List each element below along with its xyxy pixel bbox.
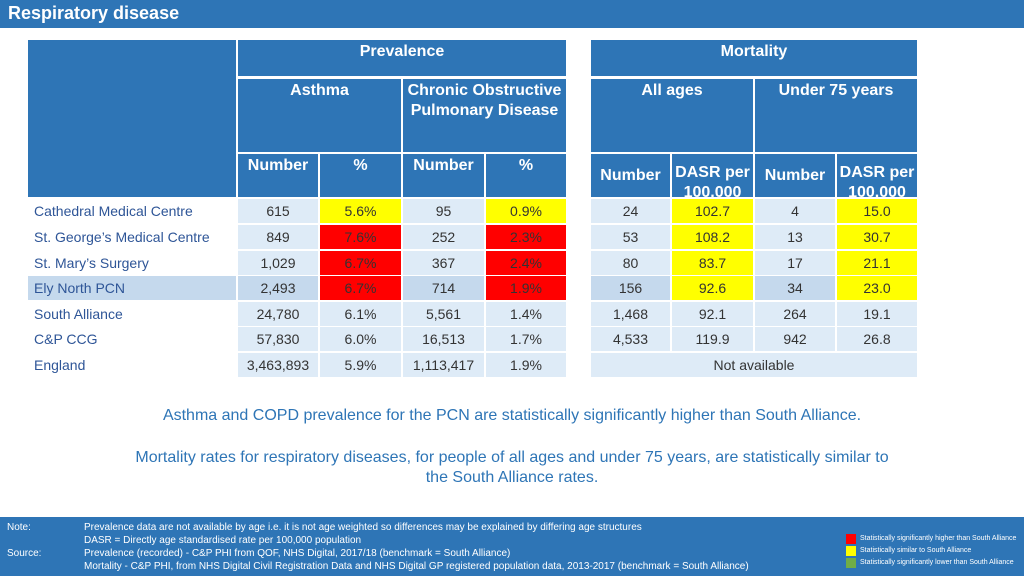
- copd-number: 252: [403, 225, 484, 249]
- copd-percent: 0.9%: [486, 199, 566, 223]
- header-all-ages-dasr: DASR per 100,000: [672, 154, 753, 201]
- asthma-number: 3,463,893: [238, 353, 318, 377]
- copd-percent: 1.9%: [486, 276, 566, 300]
- source-line2: Mortality - C&P PHI, from NHS Digital Ci…: [84, 561, 749, 572]
- all-ages-number: 24: [591, 199, 670, 223]
- legend-swatch-red: [846, 533, 856, 544]
- asthma-number: 615: [238, 199, 318, 223]
- header-copd: Chronic Obstructive Pulmonary Disease: [403, 79, 566, 152]
- all-ages-dasr: 108.2: [672, 225, 753, 249]
- all-ages-number: 1,468: [591, 302, 670, 326]
- legend-lower: Statistically significantly lower than S…: [846, 556, 1014, 569]
- asthma-percent: 6.7%: [320, 251, 401, 275]
- under-75-dasr: 19.1: [837, 302, 917, 326]
- asthma-percent: 5.6%: [320, 199, 401, 223]
- header-copd-number: Number: [403, 154, 484, 197]
- asthma-percent: 6.0%: [320, 327, 401, 351]
- copd-number: 5,561: [403, 302, 484, 326]
- copd-number: 714: [403, 276, 484, 300]
- header-prevalence: Prevalence: [238, 40, 566, 76]
- under-75-dasr: 26.8: [837, 327, 917, 351]
- legend-label: Statistically significantly lower than S…: [860, 559, 1014, 566]
- row-name: Cathedral Medical Centre: [34, 203, 193, 219]
- under-75-dasr: 15.0: [837, 199, 917, 223]
- header-under-75-number: Number: [755, 154, 835, 197]
- all-ages-number: 53: [591, 225, 670, 249]
- asthma-number: 24,780: [238, 302, 318, 326]
- copd-percent: 2.4%: [486, 251, 566, 275]
- row-name: England: [34, 357, 86, 373]
- row-name: St. Mary’s Surgery: [34, 255, 149, 271]
- header-under-75-dasr: DASR per 100,000: [837, 154, 917, 201]
- header-asthma-percent: %: [320, 154, 401, 197]
- header-blank: [28, 40, 236, 197]
- all-ages-dasr: 83.7: [672, 251, 753, 275]
- under-75-number: 34: [755, 276, 835, 300]
- asthma-percent: 7.6%: [320, 225, 401, 249]
- legend-similar: Statistically similar to South Alliance: [846, 544, 971, 557]
- under-75-number: 13: [755, 225, 835, 249]
- page-title: Respiratory disease: [0, 0, 1024, 28]
- asthma-number: 1,029: [238, 251, 318, 275]
- under-75-number: 4: [755, 199, 835, 223]
- row-name: St. George’s Medical Centre: [34, 229, 210, 245]
- copd-percent: 2.3%: [486, 225, 566, 249]
- legend-swatch-green: [846, 557, 856, 568]
- under-75-dasr: 21.1: [837, 251, 917, 275]
- source-line1: Prevalence (recorded) - C&P PHI from QOF…: [84, 548, 511, 559]
- message-prevalence: Asthma and COPD prevalence for the PCN a…: [162, 407, 862, 424]
- asthma-number: 2,493: [238, 276, 318, 300]
- source-label: Source:: [7, 548, 42, 559]
- legend-swatch-yellow: [846, 545, 856, 556]
- under-75-dasr: 23.0: [837, 276, 917, 300]
- under-75-number: 17: [755, 251, 835, 275]
- asthma-number: 57,830: [238, 327, 318, 351]
- copd-percent: 1.7%: [486, 327, 566, 351]
- all-ages-dasr: 102.7: [672, 199, 753, 223]
- not-available-cell: Not available: [591, 353, 917, 377]
- copd-percent: 1.4%: [486, 302, 566, 326]
- header-all-ages-number: Number: [591, 154, 670, 197]
- note-line2: DASR = Directly age standardised rate pe…: [84, 535, 362, 546]
- under-75-dasr: 30.7: [837, 225, 917, 249]
- header-asthma: Asthma: [238, 79, 401, 152]
- row-name: C&P CCG: [34, 331, 98, 347]
- copd-number: 95: [403, 199, 484, 223]
- copd-percent: 1.9%: [486, 353, 566, 377]
- legend-label: Statistically similar to South Alliance: [860, 547, 972, 554]
- all-ages-dasr: 119.9: [672, 327, 753, 351]
- legend-higher: Statistically significantly higher than …: [846, 532, 1016, 545]
- all-ages-number: 4,533: [591, 327, 670, 351]
- under-75-number: 264: [755, 302, 835, 326]
- copd-number: 1,113,417: [403, 353, 484, 377]
- footer: Note: Prevalence data are not available …: [0, 517, 1024, 576]
- all-ages-number: 156: [591, 276, 670, 300]
- header-asthma-number: Number: [238, 154, 318, 197]
- row-name: Ely North PCN: [28, 276, 236, 300]
- copd-number: 367: [403, 251, 484, 275]
- note-label: Note:: [7, 522, 31, 533]
- header-copd-percent: %: [486, 154, 566, 197]
- header-all-ages: All ages: [591, 79, 753, 152]
- asthma-number: 849: [238, 225, 318, 249]
- header-under-75: Under 75 years: [755, 79, 917, 152]
- message-mortality-line2: the South Alliance rates.: [425, 469, 599, 486]
- message-mortality-line1: Mortality rates for respiratory diseases…: [135, 449, 889, 466]
- all-ages-dasr: 92.1: [672, 302, 753, 326]
- legend-label: Statistically significantly higher than …: [860, 535, 1017, 542]
- copd-number: 16,513: [403, 327, 484, 351]
- header-mortality: Mortality: [591, 40, 917, 76]
- all-ages-number: 80: [591, 251, 670, 275]
- asthma-percent: 6.7%: [320, 276, 401, 300]
- row-name: South Alliance: [34, 306, 123, 322]
- under-75-number: 942: [755, 327, 835, 351]
- asthma-percent: 6.1%: [320, 302, 401, 326]
- asthma-percent: 5.9%: [320, 353, 401, 377]
- note-line1: Prevalence data are not available by age…: [84, 522, 642, 533]
- all-ages-dasr: 92.6: [672, 276, 753, 300]
